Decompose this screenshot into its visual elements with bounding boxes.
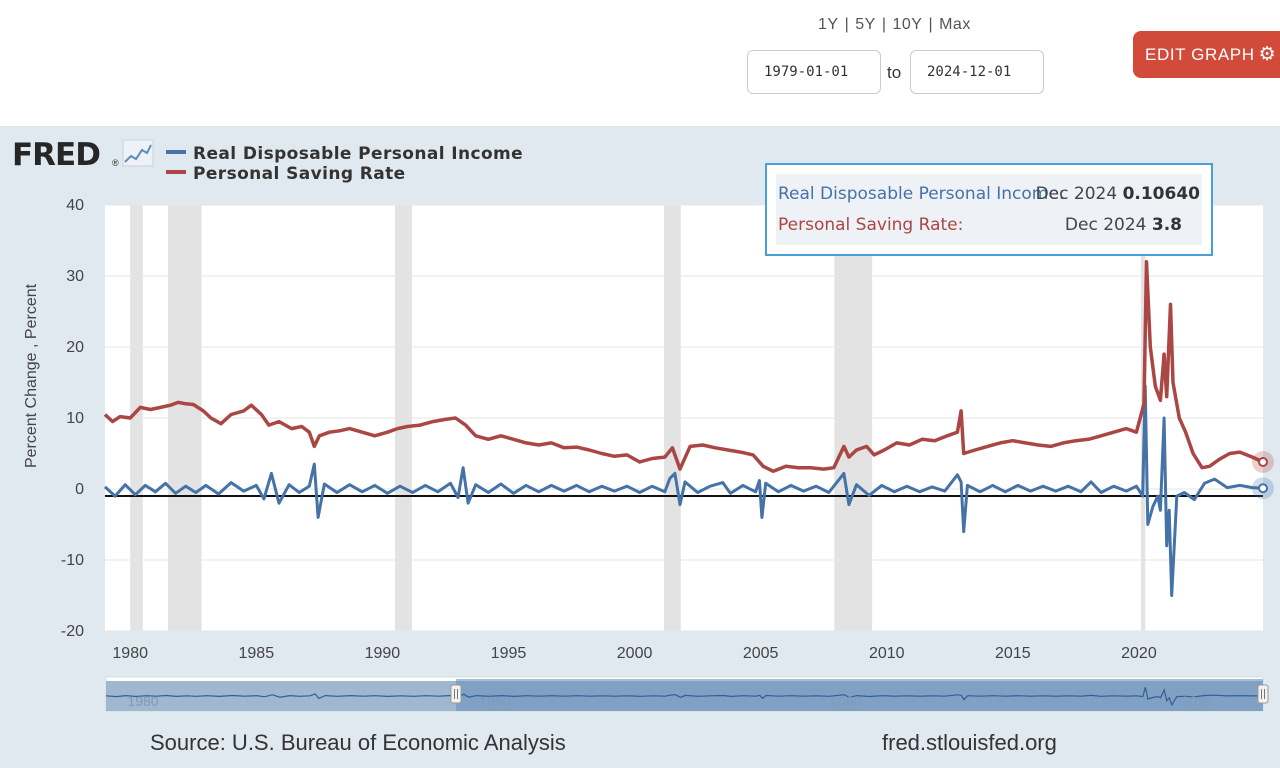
income-hover-point xyxy=(1258,483,1268,494)
x-tick-label: 1985 xyxy=(239,645,275,662)
to-label: to xyxy=(887,63,902,82)
y-tick-label: 10 xyxy=(66,410,84,427)
registered-mark: ® xyxy=(112,158,119,168)
y-tick-label: 0 xyxy=(75,481,84,498)
legend-income-swatch xyxy=(166,150,186,154)
gear-icon: ⚙ xyxy=(1258,44,1277,65)
edit-graph-label: EDIT GRAPH xyxy=(1145,45,1255,64)
x-tick-label: 2000 xyxy=(617,645,653,662)
source-text: Source: U.S. Bureau of Economic Analysis xyxy=(150,730,566,755)
y-tick-label: 30 xyxy=(66,268,84,285)
navigator-label: 2000 xyxy=(830,693,861,709)
x-tick-label: 1990 xyxy=(365,645,401,662)
tooltip-saving-number: 3.8 xyxy=(1151,215,1182,235)
y-tick-label: 20 xyxy=(66,339,84,356)
y-tick-label: -20 xyxy=(61,623,84,640)
site-link[interactable]: fred.stlouisfed.org xyxy=(882,730,1057,755)
income-series-line xyxy=(103,384,1264,597)
tooltip-saving-label: Personal Saving Rate: xyxy=(778,215,964,235)
x-tick-label: 2005 xyxy=(743,645,779,662)
navigator-selection xyxy=(456,679,1263,711)
hover-tooltip: Real Disposable Personal Income: Dec 202… xyxy=(765,163,1213,256)
y-axis-ticks: -20 -10 0 10 20 30 40 xyxy=(61,197,84,640)
range-5y-button[interactable]: 5Y xyxy=(855,16,876,33)
x-tick-label: 1980 xyxy=(112,645,148,662)
range-navigator[interactable]: 1980 1980 2000 2020 xyxy=(105,676,1269,712)
legend: Real Disposable Personal Income Personal… xyxy=(166,144,523,184)
range-separator: | xyxy=(844,16,850,33)
tooltip-income-value: Dec 2024 0.10640 xyxy=(1036,184,1200,204)
fred-graph-icon xyxy=(124,144,152,163)
fred-logo-text: FRED xyxy=(12,137,100,173)
navigator-handle[interactable] xyxy=(450,684,462,704)
navigator-handle[interactable] xyxy=(1257,684,1269,704)
chart-panel: FRED ® Real Disposable Personal Income P… xyxy=(0,126,1280,768)
edit-graph-button[interactable]: EDIT GRAPH ⚙ xyxy=(1133,31,1280,78)
saving-series-line xyxy=(103,260,1264,474)
legend-income-label: Real Disposable Personal Income xyxy=(193,144,523,164)
navigator-label: 1980 xyxy=(479,693,510,709)
range-1y-button[interactable]: 1Y xyxy=(818,16,839,33)
range-selector: 1Y | 5Y | 10Y | Max xyxy=(818,16,971,34)
fred-logo: FRED ® xyxy=(12,137,154,173)
x-tick-label: 1995 xyxy=(491,645,527,662)
x-tick-label: 2020 xyxy=(1121,645,1157,662)
end-date-input[interactable] xyxy=(910,50,1044,94)
legend-saving-label: Personal Saving Rate xyxy=(193,164,406,184)
y-tick-label: 40 xyxy=(66,197,84,214)
start-date-input[interactable] xyxy=(747,50,881,94)
tooltip-income-label: Real Disposable Personal Income: xyxy=(778,184,1065,204)
range-max-button[interactable]: Max xyxy=(939,16,971,33)
series-lines xyxy=(103,260,1274,597)
x-tick-label: 2015 xyxy=(995,645,1031,662)
fred-graph-icon-box xyxy=(122,139,154,167)
y-axis-label: Percent Change , Percent xyxy=(23,283,40,468)
saving-hover-point xyxy=(1258,457,1268,468)
x-axis-ticks: 1980 1985 1990 1995 2000 2005 2010 2015 2020 xyxy=(112,645,1156,662)
tooltip-saving-date: Dec 2024 xyxy=(1064,215,1147,235)
navigator-mini-line xyxy=(105,687,1263,707)
range-10y-button[interactable]: 10Y xyxy=(892,16,923,33)
navigator-label: 1980 xyxy=(127,693,158,709)
tooltip-income-date: Dec 2024 xyxy=(1035,184,1118,204)
tooltip-income-number: 0.10640 xyxy=(1122,184,1200,204)
y-tick-label: -10 xyxy=(61,552,84,569)
range-separator: | xyxy=(928,16,934,33)
controls-bar: 1Y | 5Y | 10Y | Max to EDIT GRAPH⚙ xyxy=(0,0,1280,126)
tooltip-inner xyxy=(776,174,1202,245)
legend-saving-swatch xyxy=(166,170,186,174)
range-separator: | xyxy=(881,16,887,33)
x-tick-label: 2010 xyxy=(869,645,905,662)
chart-svg: FRED ® Real Disposable Personal Income P… xyxy=(12,137,1274,712)
navigator-label: 2020 xyxy=(1181,693,1212,709)
tooltip-saving-value: Dec 2024 3.8 xyxy=(1065,215,1182,235)
